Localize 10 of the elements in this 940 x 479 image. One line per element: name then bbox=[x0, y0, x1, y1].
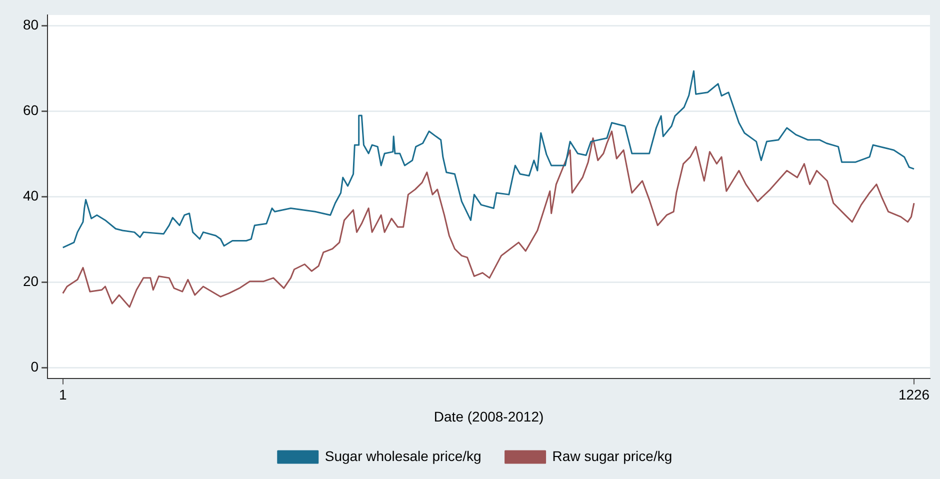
y-tick-label: 20 bbox=[22, 273, 39, 290]
legend-label: Raw sugar price/kg bbox=[552, 448, 672, 464]
y-tick-label: 60 bbox=[22, 102, 39, 118]
y-tick-label: 80 bbox=[22, 16, 39, 33]
x-axis-title: Date (2008-2012) bbox=[434, 408, 544, 424]
x-tick-label: 1226 bbox=[898, 386, 930, 403]
legend-label: Sugar wholesale price/kg bbox=[324, 448, 482, 464]
x-tick-label: 1 bbox=[58, 386, 67, 403]
y-tick-label: 40 bbox=[22, 188, 39, 204]
y-tick-label: 0 bbox=[30, 358, 39, 375]
